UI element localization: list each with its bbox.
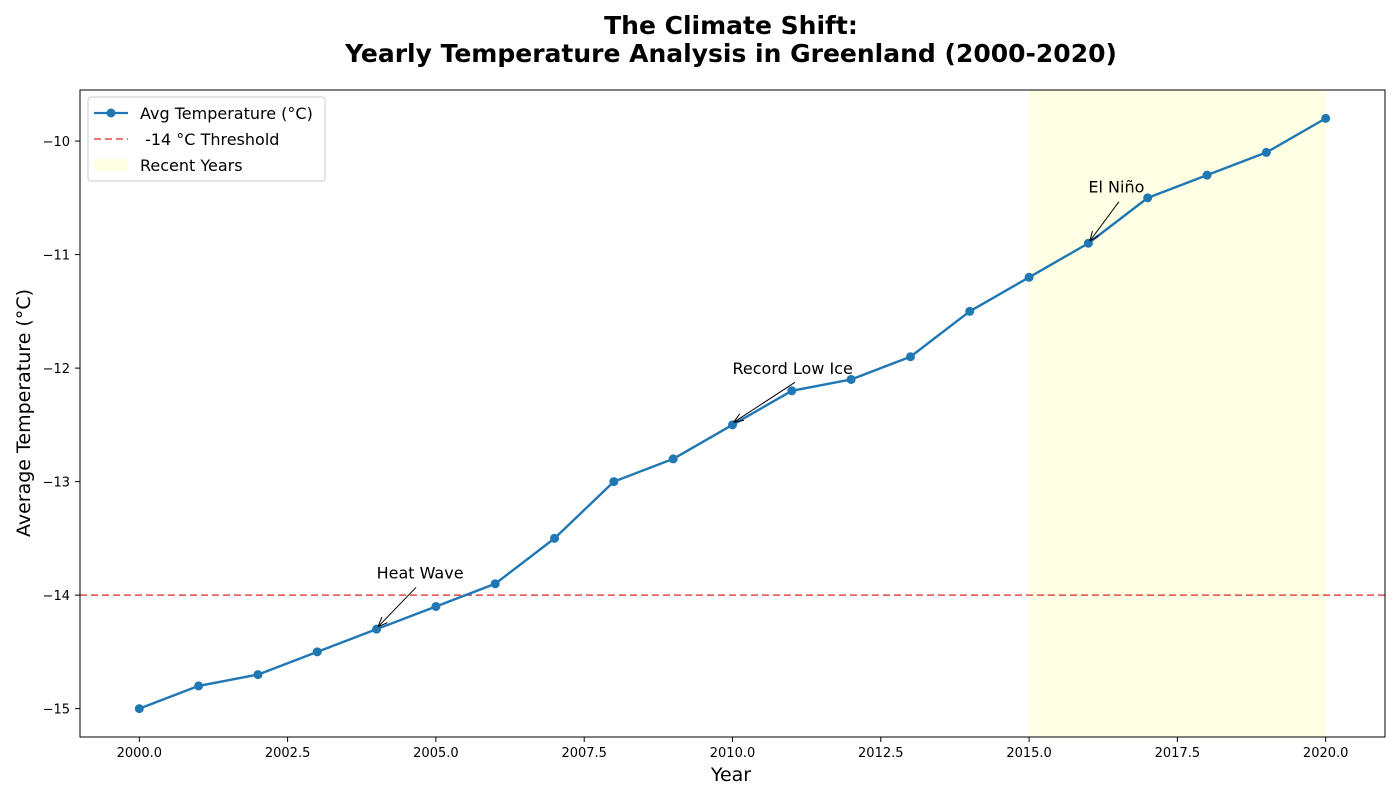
- data-point: [253, 670, 263, 680]
- x-tick-label: 2002.5: [265, 746, 311, 761]
- annotation-arrow: [735, 381, 796, 422]
- x-tick-label: 2017.5: [1155, 746, 1201, 761]
- data-point: [609, 477, 619, 487]
- data-point: [846, 374, 856, 384]
- data-point: [1321, 113, 1331, 123]
- y-tick-label: −14: [43, 589, 70, 604]
- data-point: [1083, 238, 1093, 248]
- data-point: [194, 681, 204, 691]
- x-tick-label: 2012.5: [858, 746, 904, 761]
- x-tick-label: 2015.0: [1006, 746, 1052, 761]
- data-point: [550, 533, 560, 543]
- annotation-arrow: [1090, 201, 1120, 241]
- plot-area: Heat Wave Record Low Ice El Niño 2000.0 2002…: [43, 89, 1386, 761]
- data-point: [787, 386, 797, 396]
- chart-title-line2: Yearly Temperature Analysis in Greenland…: [344, 39, 1117, 68]
- legend: Avg Temperature (°C) -14 °C Threshold Re…: [87, 96, 326, 182]
- legend-series-marker: [106, 108, 116, 118]
- x-tick-label: 2020.0: [1303, 746, 1349, 761]
- y-tick-label: −10: [43, 135, 70, 150]
- x-axis-label: Year: [710, 764, 751, 786]
- annotation-label: Record Low Ice: [733, 359, 853, 378]
- data-point: [1202, 170, 1212, 180]
- data-point: [1024, 272, 1034, 282]
- y-axis-label: Average Temperature (°C): [13, 289, 35, 537]
- legend-region-label: Recent Years: [140, 156, 243, 175]
- y-tick-label: −11: [43, 249, 70, 264]
- y-tick-label: −13: [43, 476, 70, 491]
- legend-region-swatch: [94, 159, 128, 171]
- data-point: [728, 420, 737, 430]
- y-tick-label: −15: [43, 703, 70, 718]
- data-point: [905, 352, 915, 362]
- data-point: [1261, 147, 1271, 157]
- data-point: [668, 454, 678, 464]
- data-point: [965, 306, 975, 316]
- legend-series-label: Avg Temperature (°C): [140, 104, 313, 123]
- annotation-arrow: [379, 586, 417, 626]
- data-point: [1143, 193, 1153, 203]
- recent-years-region: [1029, 90, 1326, 737]
- x-tick-label: 2005.0: [413, 746, 459, 761]
- legend-box: [87, 96, 326, 182]
- data-point: [372, 624, 382, 634]
- x-tick-label: 2007.5: [561, 746, 607, 761]
- x-tick-label: 2000.0: [117, 746, 163, 761]
- data-point: [490, 579, 500, 589]
- legend-threshold-label: -14 °C Threshold: [140, 130, 279, 149]
- chart-title-line1: The Climate Shift:: [604, 11, 858, 40]
- data-point: [312, 647, 322, 657]
- data-point: [431, 601, 441, 611]
- x-tick-label: 2010.0: [710, 746, 756, 761]
- annotation-label: Heat Wave: [377, 563, 464, 582]
- data-point: [134, 704, 144, 714]
- y-tick-label: −12: [43, 362, 70, 377]
- annotation-label: El Niño: [1088, 177, 1144, 196]
